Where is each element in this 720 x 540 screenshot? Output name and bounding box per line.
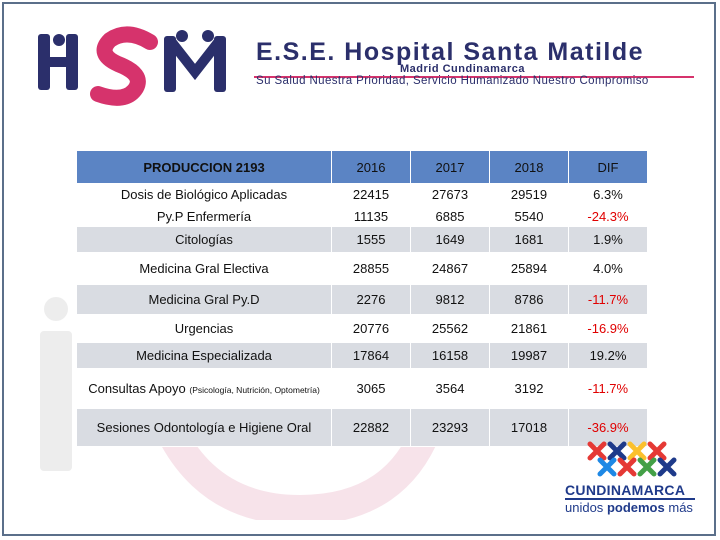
row-label: Medicina Gral Py.D [76,284,332,315]
cell-2018: 29519 [489,183,569,206]
row-label: Medicina Especializada [76,342,332,369]
cell-dif: -24.3% [568,205,648,227]
cell-2018: 17018 [489,408,569,447]
hospital-name: E.S.E. Hospital Santa Matilde [256,38,645,66]
cell-2017: 9812 [410,284,490,315]
row-label: Urgencias [76,314,332,343]
table-row: Citologías 1555 1649 1681 1.9% [76,226,648,253]
cell-2016: 22415 [331,183,411,206]
cundinamarca-logo-icon [587,441,677,477]
hospital-city: Madrid Cundinamarca [400,63,526,75]
cell-2017: 24867 [410,252,490,285]
cell-2017: 6885 [410,205,490,227]
header-divider [254,76,694,78]
cell-2016: 2276 [331,284,411,315]
table-row: Medicina Gral Electiva 28855 24867 25894… [76,252,648,285]
header-2016: 2016 [331,150,411,184]
row-label: Medicina Gral Electiva [76,252,332,285]
cell-2018: 19987 [489,342,569,369]
slogan-word-1: unidos [565,500,604,515]
cell-dif: 6.3% [568,183,648,206]
table-row: Consultas Apoyo (Psicología, Nutrición, … [76,368,648,409]
cell-2016: 22882 [331,408,411,447]
table-row: Sesiones Odontología e Higiene Oral 2288… [76,408,648,447]
cell-2017: 16158 [410,342,490,369]
table-row: Medicina Gral Py.D 2276 9812 8786 -11.7% [76,284,648,315]
cundinamarca-divider [565,498,695,500]
row-label-sub: (Psicología, Nutrición, Optometría) [189,385,320,395]
header-2018: 2018 [489,150,569,184]
cell-2016: 20776 [331,314,411,343]
table-row: Urgencias 20776 25562 21861 -16.9% [76,314,648,343]
cell-2018: 25894 [489,252,569,285]
hsm-logo-icon [38,26,226,106]
header-production: PRODUCCION 2193 [76,150,332,184]
cell-2016: 17864 [331,342,411,369]
cell-dif: -11.7% [568,284,648,315]
cell-2017: 1649 [410,226,490,253]
cell-2018: 21861 [489,314,569,343]
cell-dif: -36.9% [568,408,648,447]
cell-2017: 23293 [410,408,490,447]
row-label: Py.P Enfermería [76,205,332,227]
cell-2016: 1555 [331,226,411,253]
row-label: Consultas Apoyo (Psicología, Nutrición, … [76,368,332,409]
header-2017: 2017 [410,150,490,184]
cell-2016: 11135 [331,205,411,227]
production-table: PRODUCCION 2193 2016 2017 2018 DIF Dosis… [76,150,648,447]
cell-2018: 1681 [489,226,569,253]
table-row: Medicina Especializada 17864 16158 19987… [76,342,648,369]
cell-dif: 19.2% [568,342,648,369]
row-label: Citologías [76,226,332,253]
row-label: Dosis de Biológico Aplicadas [76,183,332,206]
cell-2017: 27673 [410,183,490,206]
slogan-word-2: podemos [606,500,665,515]
background-decoration-icon [40,297,72,471]
cell-dif: 4.0% [568,252,648,285]
hospital-slogan: Su Salud Nuestra Prioridad, Servicio Hum… [256,75,649,87]
cell-2018: 5540 [489,205,569,227]
header-dif: DIF [568,150,648,184]
cundinamarca-name: CUNDINAMARCA [565,482,686,498]
cell-dif: 1.9% [568,226,648,253]
row-label-main: Consultas Apoyo [88,381,186,396]
cell-2018: 8786 [489,284,569,315]
cell-2016: 3065 [331,368,411,409]
cell-2017: 25562 [410,314,490,343]
row-label: Sesiones Odontología e Higiene Oral [76,408,332,447]
cell-2018: 3192 [489,368,569,409]
cell-2016: 28855 [331,252,411,285]
slogan-word-3: más [668,500,693,515]
cell-dif: -16.9% [568,314,648,343]
cell-2017: 3564 [410,368,490,409]
cell-dif: -11.7% [568,368,648,409]
table-row: Dosis de Biológico Aplicadas 22415 27673… [76,183,648,206]
cundinamarca-slogan: unidos podemos más [565,500,693,515]
table-header-row: PRODUCCION 2193 2016 2017 2018 DIF [76,150,648,184]
table-row: Py.P Enfermería 11135 6885 5540 -24.3% [76,205,648,227]
